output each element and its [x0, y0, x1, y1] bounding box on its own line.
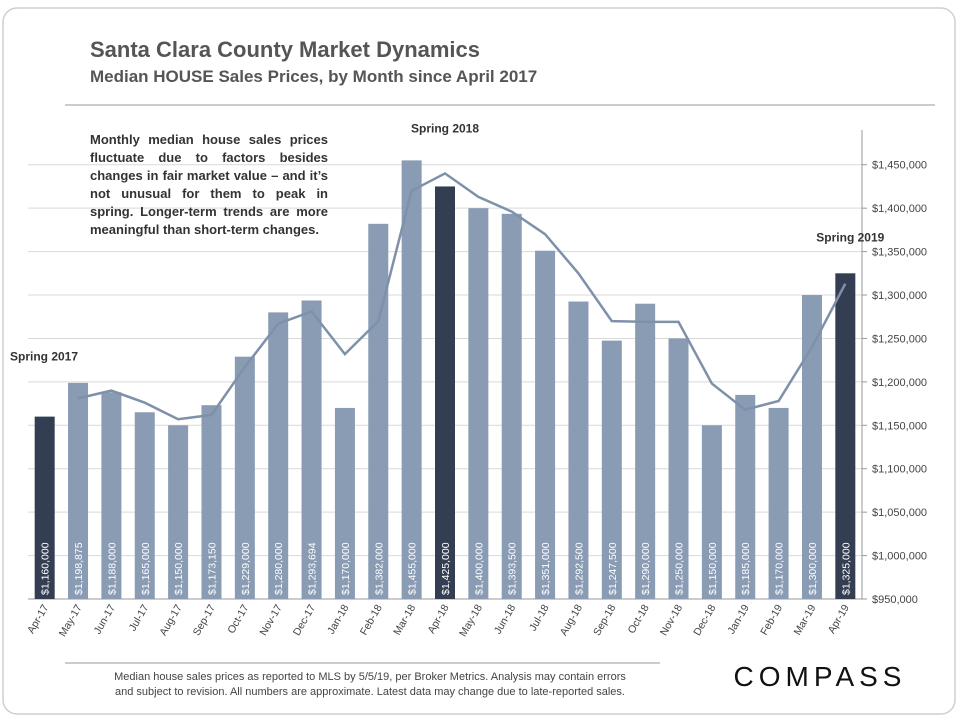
y-tick-label: $1,250,000 — [872, 333, 927, 345]
x-tick-label: May-17 — [57, 602, 85, 638]
x-tick-label: Oct-18 — [626, 602, 652, 635]
bar — [301, 300, 322, 599]
y-tick-label: $1,000,000 — [872, 551, 927, 563]
bar-label: $1,185,000 — [740, 542, 752, 595]
bar — [501, 213, 522, 599]
bar-label: $1,293,694 — [307, 542, 319, 595]
x-tick-label: Jun-17 — [92, 602, 119, 636]
x-tick-label: Sep-17 — [191, 602, 218, 637]
bar-label: $1,250,000 — [674, 542, 686, 595]
bar — [468, 208, 489, 599]
x-tick-label: Nov-18 — [658, 602, 685, 637]
x-tick-label: Jul-18 — [527, 602, 552, 633]
bar-label: $1,292,500 — [573, 542, 585, 595]
x-tick-label: Mar-18 — [391, 602, 418, 637]
title: Santa Clara County Market Dynamics — [90, 37, 480, 62]
x-tick-label: Jun-18 — [492, 602, 519, 636]
y-tick-label: $1,150,000 — [872, 420, 927, 432]
bar-label: $1,160,000 — [40, 542, 52, 595]
bar-label: $1,165,000 — [140, 542, 152, 595]
annotation: Spring 2018 — [411, 121, 479, 135]
bar-label: $1,325,000 — [840, 542, 852, 595]
x-tick-label: Jan-18 — [325, 602, 352, 636]
bar — [234, 356, 255, 599]
y-tick-label: $1,300,000 — [872, 290, 927, 302]
note: Monthly median house sales prices fluctu… — [90, 132, 328, 237]
y-tick-label: $1,400,000 — [872, 203, 927, 215]
trend-line — [77, 171, 847, 421]
x-tick-label: Feb-18 — [358, 602, 385, 637]
bar-label: $1,351,000 — [540, 542, 552, 595]
bar — [668, 338, 689, 599]
annotation: Spring 2019 — [816, 230, 884, 244]
bar-label: $1,229,000 — [240, 542, 252, 595]
bar-label: $1,382,000 — [373, 542, 385, 595]
bar — [768, 407, 789, 599]
bar — [168, 425, 189, 599]
y-tick-label: $1,100,000 — [872, 464, 927, 476]
y-tick-label: $950,000 — [872, 594, 918, 606]
bar — [701, 425, 722, 599]
y-tick-label: $1,350,000 — [872, 247, 927, 259]
bar-label: $1,290,000 — [640, 542, 652, 595]
bar — [334, 407, 355, 599]
bar-label: $1,400,000 — [473, 542, 485, 595]
bar — [635, 303, 656, 599]
bar — [134, 412, 155, 599]
bar — [801, 295, 822, 599]
bar-label: $1,280,000 — [273, 542, 285, 595]
bar — [68, 382, 89, 599]
frame — [2, 7, 956, 715]
bar-label: $1,247,500 — [607, 542, 619, 595]
bar — [535, 250, 556, 600]
x-tick-label: Jan-19 — [725, 602, 752, 636]
x-tick-label: Apr-19 — [826, 602, 852, 635]
x-tick-label: Jul-17 — [127, 602, 152, 633]
bar — [101, 392, 122, 599]
x-tick-label: Dec-18 — [691, 602, 718, 637]
bar-label: $1,150,000 — [173, 542, 185, 595]
x-tick-label: Apr-18 — [425, 602, 451, 635]
bar — [201, 405, 222, 599]
x-tick-label: Aug-17 — [157, 602, 184, 637]
bar — [735, 394, 756, 599]
x-tick-label: Sep-18 — [591, 602, 618, 637]
x-tick-label: Apr-17 — [25, 602, 51, 635]
x-tick-label: Dec-17 — [291, 602, 318, 637]
bar-label: $1,188,000 — [106, 542, 118, 595]
bar-label: $1,198,875 — [73, 542, 85, 595]
bar — [435, 186, 455, 599]
x-tick-label: Oct-17 — [225, 602, 251, 635]
x-tick-label: Mar-19 — [792, 602, 819, 637]
bar-label: $1,170,000 — [340, 542, 352, 595]
y-tick-label: $1,050,000 — [872, 507, 927, 519]
logo: COMPASS — [734, 661, 907, 692]
bar — [34, 416, 55, 599]
footer-line: Median house sales prices as reported to… — [114, 671, 626, 683]
bar — [835, 273, 856, 599]
subtitle: Median HOUSE Sales Prices, by Month sinc… — [90, 67, 537, 86]
y-tick-label: $1,450,000 — [872, 160, 927, 172]
x-tick-label: Nov-17 — [257, 602, 284, 637]
bar — [601, 340, 622, 599]
bar — [368, 223, 389, 600]
bar-label: $1,393,500 — [507, 542, 519, 595]
annotation: Spring 2017 — [10, 350, 78, 364]
x-tick-label: May-18 — [457, 602, 485, 638]
bar — [568, 301, 589, 599]
bar-label: $1,300,000 — [807, 542, 819, 595]
bar-label: $1,455,000 — [407, 542, 419, 595]
bar-label: $1,170,000 — [774, 542, 786, 595]
bar-label: $1,173,150 — [206, 542, 218, 595]
y-tick-label: $1,200,000 — [872, 377, 927, 389]
bar-label: $1,150,000 — [707, 542, 719, 595]
bar — [268, 312, 289, 599]
footer-line: and subject to revision. All numbers are… — [115, 686, 625, 698]
x-tick-label: Feb-19 — [758, 602, 785, 637]
bar-label: $1,425,000 — [440, 542, 452, 595]
x-tick-label: Aug-18 — [558, 602, 585, 637]
bar — [401, 160, 422, 600]
